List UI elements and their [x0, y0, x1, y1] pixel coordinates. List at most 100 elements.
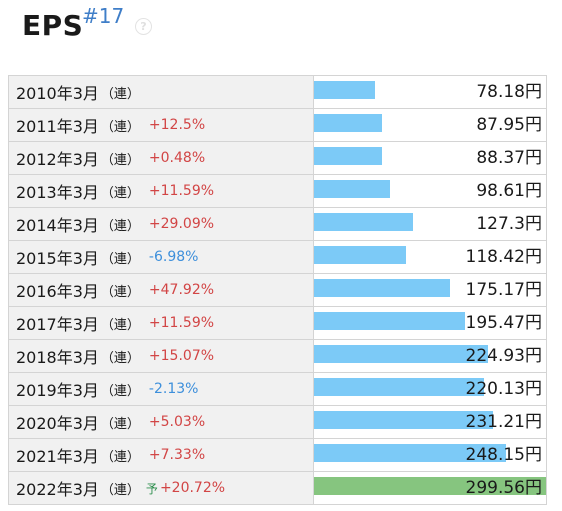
period-cell: 2016年3月 （連） +47.92% [9, 274, 314, 306]
period-label: 2017年3月 [16, 315, 99, 334]
period-cell: 2019年3月 （連） -2.13% [9, 373, 314, 405]
eps-bar [314, 114, 382, 132]
table-row: 2021年3月 （連） +7.33% 248.15円 [8, 439, 547, 472]
eps-bar [314, 411, 493, 429]
value-cell: 87.95円 [314, 109, 546, 141]
eps-value: 220.13円 [465, 379, 542, 399]
period-cell: 2017年3月 （連） +11.59% [9, 307, 314, 339]
eps-value: 88.37円 [476, 148, 542, 168]
table-row: 2014年3月 （連） +29.09% 127.3円 [8, 208, 547, 241]
period-cell: 2018年3月 （連） +15.07% [9, 340, 314, 372]
period-label: 2019年3月 [16, 381, 99, 400]
period-label: 2015年3月 [16, 249, 99, 268]
eps-bar [314, 213, 413, 231]
forecast-eps-bar [314, 477, 546, 495]
eps-bar [314, 444, 506, 462]
period-cell: 2020年3月 （連） +5.03% [9, 406, 314, 438]
consolidated-label: （連） [100, 86, 140, 102]
yoy-change: +0.48% [148, 150, 206, 166]
period-label: 2013年3月 [16, 183, 99, 202]
value-cell: 78.18円 [314, 76, 546, 108]
rank-label: #17 [82, 4, 125, 28]
value-cell: 175.17円 [314, 274, 546, 306]
eps-table: 2010年3月 （連） 78.18円 2011年3月 （連） +12.5% 87.95円 20… [8, 75, 547, 505]
table-row: 2016年3月 （連） +47.92% 175.17円 [8, 274, 547, 307]
table-row: 2011年3月 （連） +12.5% 87.95円 [8, 109, 547, 142]
value-cell: 299.56円 [314, 472, 546, 504]
value-cell: 118.42円 [314, 241, 546, 273]
yoy-change: +11.59% [148, 183, 215, 199]
consolidated-label: （連） [100, 482, 140, 498]
period-cell: 2022年3月 （連） 予 +20.72% [9, 472, 314, 504]
yoy-change: +12.5% [148, 117, 206, 133]
eps-value: 195.47円 [465, 313, 542, 333]
eps-value: 87.95円 [476, 115, 542, 135]
eps-value: 175.17円 [465, 280, 542, 300]
eps-value: 78.18円 [476, 82, 542, 102]
consolidated-label: （連） [100, 317, 140, 333]
period-cell: 2014年3月 （連） +29.09% [9, 208, 314, 240]
eps-value: 299.56円 [465, 478, 542, 498]
table-row: 2019年3月 （連） -2.13% 220.13円 [8, 373, 547, 406]
table-row: 2010年3月 （連） 78.18円 [8, 76, 547, 109]
period-label: 2012年3月 [16, 150, 99, 169]
eps-bar [314, 147, 382, 165]
eps-bar [314, 312, 465, 330]
period-label: 2011年3月 [16, 117, 99, 136]
period-cell: 2021年3月 （連） +7.33% [9, 439, 314, 471]
consolidated-label: （連） [100, 251, 140, 267]
value-cell: 195.47円 [314, 307, 546, 339]
eps-bar [314, 81, 375, 99]
table-row: 2012年3月 （連） +0.48% 88.37円 [8, 142, 547, 175]
eps-bar [314, 378, 484, 396]
eps-bar [314, 279, 450, 297]
yoy-change: +47.92% [148, 282, 215, 298]
table-row: 2022年3月 （連） 予 +20.72% 299.56円 [8, 472, 547, 505]
section-title: EPS [22, 9, 84, 42]
help-icon[interactable]: ? [135, 18, 152, 35]
eps-bar [314, 246, 406, 264]
value-cell: 127.3円 [314, 208, 546, 240]
period-cell: 2013年3月 （連） +11.59% [9, 175, 314, 207]
yoy-change: -6.98% [148, 249, 199, 265]
consolidated-label: （連） [100, 350, 140, 366]
consolidated-label: （連） [100, 449, 140, 465]
table-row: 2013年3月 （連） +11.59% 98.61円 [8, 175, 547, 208]
period-label: 2020年3月 [16, 414, 99, 433]
table-row: 2017年3月 （連） +11.59% 195.47円 [8, 307, 547, 340]
period-label: 2016年3月 [16, 282, 99, 301]
consolidated-label: （連） [100, 185, 140, 201]
consolidated-label: （連） [100, 119, 140, 135]
eps-value: 127.3円 [476, 214, 542, 234]
period-label: 2021年3月 [16, 447, 99, 466]
eps-value: 224.93円 [465, 346, 542, 366]
yoy-change: +15.07% [148, 348, 215, 364]
forecast-badge: 予 [145, 481, 158, 496]
value-cell: 88.37円 [314, 142, 546, 174]
eps-bar [314, 180, 390, 198]
period-cell: 2011年3月 （連） +12.5% [9, 109, 314, 141]
yoy-change: -2.13% [148, 381, 199, 397]
table-row: 2020年3月 （連） +5.03% 231.21円 [8, 406, 547, 439]
period-cell: 2010年3月 （連） [9, 76, 314, 108]
value-cell: 224.93円 [314, 340, 546, 372]
consolidated-label: （連） [100, 284, 140, 300]
period-cell: 2015年3月 （連） -6.98% [9, 241, 314, 273]
eps-value: 231.21円 [465, 412, 542, 432]
value-cell: 98.61円 [314, 175, 546, 207]
eps-value: 118.42円 [465, 247, 542, 267]
period-label: 2018年3月 [16, 348, 99, 367]
value-cell: 220.13円 [314, 373, 546, 405]
period-label: 2022年3月 [16, 480, 99, 499]
yoy-change: +29.09% [148, 216, 215, 232]
consolidated-label: （連） [100, 152, 140, 168]
value-cell: 231.21円 [314, 406, 546, 438]
eps-bar [314, 345, 488, 363]
table-row: 2018年3月 （連） +15.07% 224.93円 [8, 340, 547, 373]
period-label: 2010年3月 [16, 84, 99, 103]
yoy-change: +20.72% [159, 480, 226, 496]
yoy-change: +7.33% [148, 447, 206, 463]
value-cell: 248.15円 [314, 439, 546, 471]
period-label: 2014年3月 [16, 216, 99, 235]
consolidated-label: （連） [100, 416, 140, 432]
